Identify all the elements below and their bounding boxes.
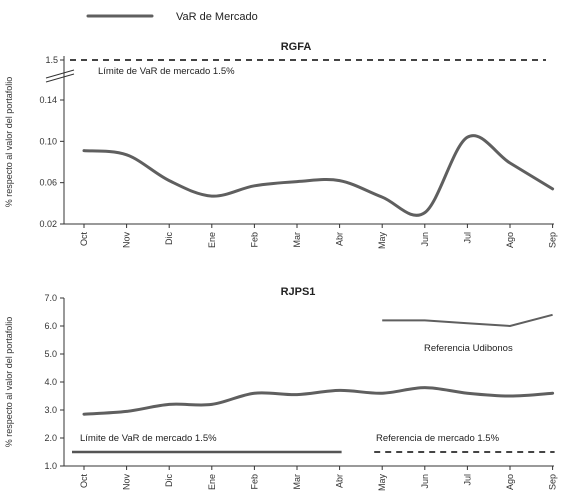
y-tick-label: 0.14 xyxy=(39,95,57,105)
x-tick-label: Sep xyxy=(548,474,558,490)
x-ticks: Oct Nov Dic Ene Feb Mar Abr May Jun Jul Ago Sep xyxy=(79,466,558,491)
var-series-line xyxy=(82,134,555,217)
y-tick-label: 0.02 xyxy=(39,219,57,229)
x-tick-label: Feb xyxy=(249,232,259,248)
y-tick-label: 2.0 xyxy=(44,433,57,443)
legend-label: VaR de Mercado xyxy=(176,11,258,23)
udibonos-reference-line xyxy=(382,313,553,328)
chart-title: RJPS1 xyxy=(281,286,316,298)
var-series-line xyxy=(82,386,555,416)
udibonos-reference-label: Referencia Udibonos xyxy=(424,343,513,354)
y-tick-label: 1.0 xyxy=(44,461,57,471)
chart-rgfa: RGFA % respecto al valor del portafolio … xyxy=(4,41,558,249)
x-tick-label: Abr xyxy=(335,474,345,488)
x-tick-label: Dic xyxy=(164,232,174,245)
x-ticks: Oct Nov Dic Ene Feb Mar Abr May Jun Jul Ago Sep xyxy=(79,224,558,249)
x-tick-label: Oct xyxy=(79,474,89,489)
x-tick-label: Feb xyxy=(249,474,259,490)
y-ticks: 0.02 0.06 0.10 0.14 xyxy=(39,95,64,229)
y-axis-label: % respecto al valor del portafolio xyxy=(4,77,14,208)
market-reference-label: Referencia de mercado 1.5% xyxy=(376,433,500,444)
y-tick-label: 0.10 xyxy=(39,136,57,146)
x-tick-label: May xyxy=(377,474,387,492)
x-tick-label: Nov xyxy=(122,474,132,491)
axis-break-mark xyxy=(45,69,75,79)
x-tick-label: Ago xyxy=(505,474,515,490)
x-tick-label: Ene xyxy=(207,232,217,248)
x-tick-label: Mar xyxy=(292,474,302,490)
x-tick-label: Dic xyxy=(164,474,174,487)
var-limit-label: Límite de VaR de mercado 1.5% xyxy=(80,433,217,444)
y-axis-label: % respecto al valor del portafolio xyxy=(4,317,14,448)
x-tick-label: Jul xyxy=(462,232,472,244)
y-ticks: 1.0 2.0 3.0 4.0 5.0 6.0 7.0 xyxy=(44,293,64,471)
legend: VaR de Mercado xyxy=(86,11,258,23)
x-tick-label: Jun xyxy=(420,232,430,247)
x-tick-label: Ene xyxy=(207,474,217,490)
x-tick-label: Jun xyxy=(420,474,430,489)
y-tick-label: 3.0 xyxy=(44,405,57,415)
x-tick-label: Sep xyxy=(548,232,558,248)
x-tick-label: Oct xyxy=(79,232,89,247)
x-tick-label: Jul xyxy=(462,474,472,486)
x-tick-label: Mar xyxy=(292,232,302,248)
axis-break-mark xyxy=(45,73,75,83)
y-tick-label: 4.0 xyxy=(44,377,57,387)
y-tick-label: 5.0 xyxy=(44,349,57,359)
chart-title: RGFA xyxy=(281,41,312,53)
x-tick-label: Nov xyxy=(122,232,132,249)
y-tick-label: 6.0 xyxy=(44,321,57,331)
y-tick-label: 0.06 xyxy=(39,178,57,188)
y-tick-label: 7.0 xyxy=(44,293,57,303)
x-tick-label: Ago xyxy=(505,232,515,248)
y-tick-label: 1.5 xyxy=(45,55,58,65)
x-tick-label: May xyxy=(377,232,387,250)
chart-rjps1: RJPS1 % respecto al valor del portafolio… xyxy=(4,286,558,491)
x-tick-label: Abr xyxy=(335,232,345,246)
var-limit-label: Límite de VaR de mercado 1.5% xyxy=(98,66,235,77)
